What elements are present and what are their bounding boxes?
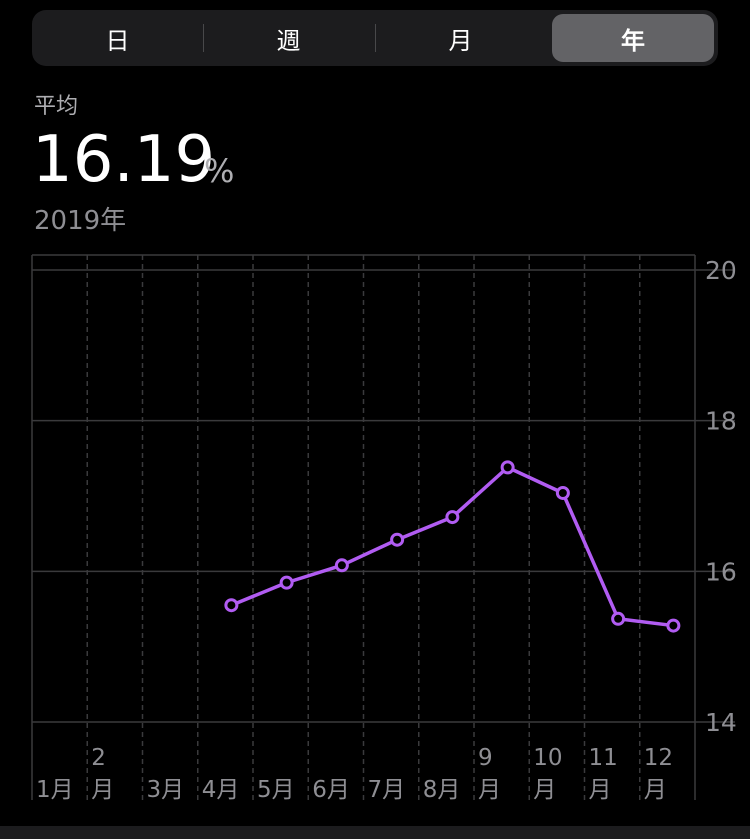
- y-tick-label: 18: [705, 407, 737, 436]
- x-tick-label-top: 10: [533, 745, 562, 771]
- average-value: 16.19: [32, 123, 216, 197]
- bottom-bar: [0, 826, 750, 839]
- x-tick-label: 7月: [368, 777, 406, 803]
- x-tick-label: 月: [478, 777, 501, 803]
- average-unit: %: [204, 152, 235, 190]
- data-point: [445, 510, 460, 525]
- data-point: [611, 611, 626, 626]
- segment-day[interactable]: 日: [105, 26, 130, 55]
- data-point: [279, 575, 294, 590]
- x-tick-label: 月: [589, 777, 612, 803]
- series-line: [230, 465, 674, 628]
- data-point: [666, 618, 681, 633]
- x-tick-label-top: 12: [644, 745, 673, 771]
- data-point: [334, 558, 349, 573]
- segment-month[interactable]: 月: [448, 26, 473, 55]
- segment-week[interactable]: 週: [276, 26, 301, 55]
- data-point: [555, 485, 570, 500]
- x-tick-label-top: 11: [589, 745, 618, 771]
- yearly-line-chart[interactable]: 14 16 18 20 1月 2 月 3月 4月 5月 6月 7月 8月 9 月 10 月 11 月 12 月: [0, 250, 750, 810]
- y-tick-label: 14: [705, 708, 737, 737]
- segment-divider: [375, 24, 376, 52]
- x-tick-label: 4月: [202, 777, 240, 803]
- x-tick-label: 5月: [257, 777, 295, 803]
- x-tick-label: 6月: [312, 777, 350, 803]
- data-point: [500, 460, 515, 475]
- x-tick-label: 1月: [36, 777, 74, 803]
- x-tick-label-top: 9: [478, 745, 493, 771]
- x-tick-label: 月: [91, 777, 114, 803]
- x-tick-label: 8月: [423, 777, 461, 803]
- x-tick-label: 月: [644, 777, 667, 803]
- y-tick-label: 20: [705, 256, 737, 285]
- x-tick-label: 月: [533, 777, 556, 803]
- segment-divider: [203, 24, 204, 52]
- x-tick-label: 3月: [147, 777, 185, 803]
- data-point: [390, 532, 405, 547]
- data-point: [224, 598, 239, 613]
- x-tick-label-top: 2: [91, 745, 106, 771]
- average-label: 平均: [34, 94, 79, 119]
- segment-year[interactable]: 年: [552, 14, 714, 62]
- period-label: 2019年: [34, 206, 127, 236]
- y-tick-label: 16: [705, 557, 737, 586]
- period-segmented-control: 日 週 月 年: [32, 10, 718, 66]
